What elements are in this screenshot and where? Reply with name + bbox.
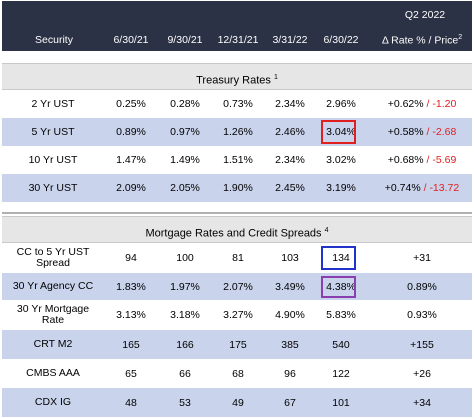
- security-name: 10 Yr UST: [28, 153, 78, 166]
- value-cell: 166: [176, 338, 194, 351]
- treasury-section-title: Treasury Rates 1: [2, 63, 472, 90]
- value-cell: 1.26%: [223, 126, 253, 138]
- col-date-5: 6/30/22: [323, 34, 359, 46]
- value-cell: 53: [179, 396, 191, 409]
- value-cell: 1.47%: [116, 154, 146, 166]
- value-cell: 0.97%: [170, 126, 200, 138]
- value-cell: 0.89%: [116, 126, 146, 138]
- delta-cell: +0.74% / -13.72: [384, 182, 460, 194]
- delta-cell: +26: [413, 367, 431, 380]
- value-cell: 2.07%: [223, 280, 253, 293]
- security-name: 30 Yr Mortgage Rate: [16, 303, 90, 326]
- value-cell: 68: [232, 367, 244, 380]
- delta-cell: +155: [410, 338, 434, 351]
- table-row: CDX IG 48 53 49 67 101 +34: [2, 388, 472, 417]
- value-cell: 3.02%: [326, 154, 356, 166]
- value-cell: 122: [332, 367, 350, 380]
- value-cell: 0.73%: [223, 98, 253, 110]
- section-divider: [2, 212, 472, 214]
- delta-cell: +34: [413, 396, 431, 409]
- value-cell: 67: [284, 396, 296, 409]
- value-cell: 1.51%: [223, 154, 253, 166]
- table-header: Q2 2022 Security 6/30/21 9/30/21 12/31/2…: [2, 1, 472, 51]
- delta-cell: 0.93%: [407, 309, 437, 321]
- period-label: Q2 2022: [404, 9, 446, 21]
- delta-cell: 0.89%: [407, 280, 437, 293]
- value-cell: 540: [332, 338, 350, 351]
- value-cell: 3.27%: [223, 309, 253, 321]
- value-cell: 3.04%: [326, 126, 356, 138]
- value-cell: 81: [232, 252, 244, 264]
- table-row: 10 Yr UST 1.47% 1.49% 1.51% 2.34% 3.02% …: [2, 146, 472, 174]
- delta-cell: +0.62% / -1.20: [387, 98, 457, 110]
- col-security: Security: [35, 34, 73, 46]
- value-cell: 165: [122, 338, 140, 351]
- security-name: 5 Yr UST: [31, 125, 75, 138]
- value-cell: 5.83%: [326, 309, 356, 321]
- table-row: 30 Yr UST 2.09% 2.05% 1.90% 2.45% 3.19% …: [2, 174, 472, 202]
- col-date-2: 9/30/21: [167, 34, 203, 46]
- value-cell: 2.09%: [116, 182, 146, 194]
- mortgage-section-title: Mortgage Rates and Credit Spreads 4: [2, 216, 472, 243]
- table-row: 30 Yr Agency CC 1.83% 1.97% 2.07% 3.49% …: [2, 273, 472, 300]
- value-cell: 100: [176, 252, 194, 264]
- value-cell: 101: [332, 396, 350, 409]
- security-name: CDX IG: [34, 396, 72, 408]
- value-cell: 66: [179, 367, 191, 380]
- value-cell: 0.25%: [116, 98, 146, 110]
- value-cell: 1.97%: [170, 280, 200, 293]
- value-cell: 96: [284, 367, 296, 380]
- table-row: 2 Yr UST 0.25% 0.28% 0.73% 2.34% 2.96% +…: [2, 90, 472, 118]
- security-name: 2 Yr UST: [31, 97, 75, 110]
- value-cell: 1.90%: [223, 182, 253, 194]
- delta-cell: +0.58% / -2.68: [387, 126, 457, 138]
- value-cell: 2.05%: [170, 182, 200, 194]
- security-name: 30 Yr UST: [28, 181, 78, 194]
- value-cell: 103: [281, 252, 299, 264]
- value-cell: 4.90%: [275, 309, 305, 321]
- security-name: CMBS AAA: [26, 367, 80, 379]
- value-cell: 3.19%: [326, 182, 356, 194]
- value-cell: 1.49%: [170, 154, 200, 166]
- table-row: CC to 5 Yr UST Spread 94 100 81 103 134 …: [2, 244, 472, 272]
- col-date-3: 12/31/21: [217, 34, 259, 46]
- value-cell: 94: [125, 252, 137, 264]
- security-name: 30 Yr Agency CC: [12, 280, 94, 292]
- table-row: CRT M2 165 166 175 385 540 +155: [2, 330, 472, 359]
- value-cell: 49: [232, 396, 244, 409]
- value-cell: 65: [125, 367, 137, 380]
- value-cell: 3.49%: [275, 280, 305, 293]
- table-row: 5 Yr UST 0.89% 0.97% 1.26% 2.46% 3.04% +…: [2, 118, 472, 146]
- table-row: 30 Yr Mortgage Rate 3.13% 3.18% 3.27% 4.…: [2, 300, 472, 330]
- value-cell: 2.46%: [275, 126, 305, 138]
- security-name: CRT M2: [33, 338, 73, 350]
- security-name: CC to 5 Yr UST Spread: [16, 246, 90, 269]
- value-cell: 385: [281, 338, 299, 351]
- value-cell: 4.38%: [326, 280, 356, 293]
- value-cell: 0.28%: [170, 98, 200, 110]
- value-cell: 2.96%: [326, 98, 356, 110]
- col-date-1: 6/30/21: [113, 34, 149, 46]
- value-cell: 3.18%: [170, 309, 200, 321]
- value-cell: 175: [229, 338, 247, 351]
- delta-cell: +31: [413, 252, 431, 264]
- table-row: CMBS AAA 65 66 68 96 122 +26: [2, 359, 472, 388]
- delta-cell: +0.68% / -5.69: [387, 154, 457, 166]
- col-delta: Δ Rate % / Price2: [381, 34, 463, 47]
- col-date-4: 3/31/22: [272, 34, 308, 46]
- value-cell: 1.83%: [116, 280, 146, 293]
- value-cell: 2.45%: [275, 182, 305, 194]
- value-cell: 134: [332, 252, 350, 264]
- value-cell: 2.34%: [275, 98, 305, 110]
- value-cell: 48: [125, 396, 137, 409]
- value-cell: 2.34%: [275, 154, 305, 166]
- value-cell: 3.13%: [116, 309, 146, 321]
